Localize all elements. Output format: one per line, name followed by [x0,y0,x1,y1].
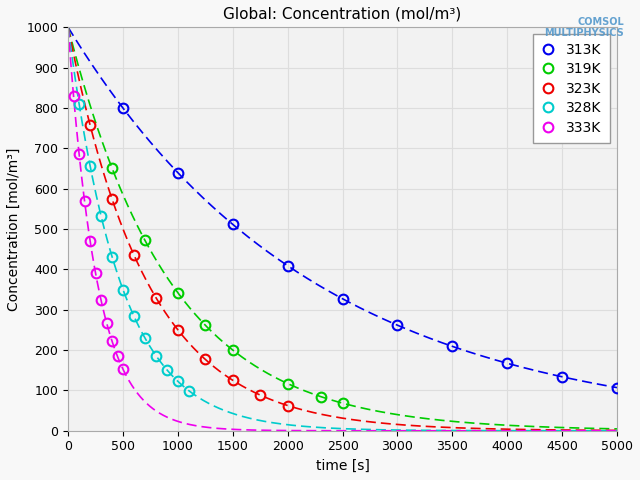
333K [97,297,105,303]
X-axis label: time [s]: time [s] [316,459,369,473]
Line: 333K: 333K [68,92,128,374]
323K [130,252,138,258]
328K [86,163,94,168]
319K [317,394,324,399]
313K [284,263,292,269]
323K [284,403,292,408]
Line: 319K: 319K [107,163,348,408]
323K [202,357,209,362]
328K [152,353,160,359]
328K [119,287,127,292]
333K [102,320,110,325]
313K [119,105,127,111]
323K [108,196,116,202]
313K [504,360,511,366]
313K [229,222,237,228]
328K [130,313,138,319]
323K [152,295,160,300]
328K [141,335,148,341]
313K [394,323,401,328]
Legend: 313K, 319K, 323K, 328K, 333K: 313K, 319K, 323K, 328K, 333K [533,34,610,143]
328K [174,379,182,384]
333K [108,338,116,344]
333K [81,198,88,204]
328K [108,254,116,260]
319K [141,238,148,243]
Line: 323K: 323K [85,120,292,410]
333K [86,238,94,243]
333K [92,270,99,276]
328K [76,101,83,107]
328K [163,367,171,372]
333K [70,94,77,99]
328K [97,213,105,219]
323K [174,327,182,333]
323K [86,122,94,128]
328K [185,388,193,394]
313K [613,385,621,391]
333K [114,354,122,360]
319K [229,347,237,353]
Title: Global: Concentration (mol/m³): Global: Concentration (mol/m³) [223,7,461,22]
319K [339,400,346,406]
323K [229,377,237,383]
Text: COMSOL
MULTIPHYSICS: COMSOL MULTIPHYSICS [544,17,624,38]
313K [339,296,346,301]
319K [108,165,116,171]
Y-axis label: Concentration [mol/m³]: Concentration [mol/m³] [7,147,21,311]
333K [119,366,127,372]
323K [257,392,264,398]
319K [202,323,209,328]
319K [284,381,292,386]
313K [449,344,456,349]
Line: 328K: 328K [74,99,194,396]
313K [558,374,566,380]
333K [76,151,83,156]
319K [174,290,182,296]
313K [174,170,182,176]
Line: 313K: 313K [118,103,622,393]
